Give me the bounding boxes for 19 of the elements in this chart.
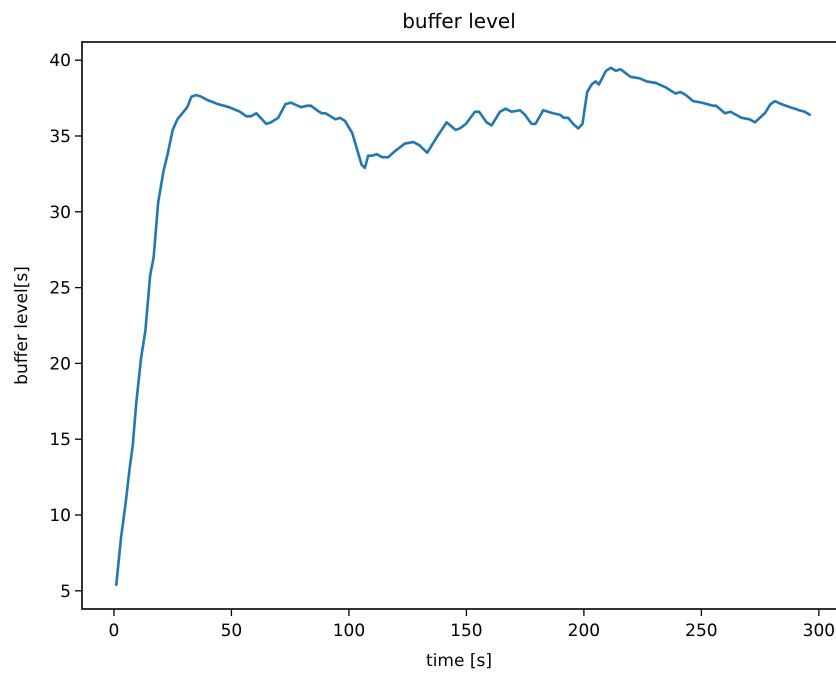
chart-title: buffer level <box>402 9 516 33</box>
y-tick-label: 40 <box>49 51 71 72</box>
y-tick-label: 20 <box>49 354 71 374</box>
y-tick-label: 30 <box>49 202 71 223</box>
x-tick-label: 250 <box>685 621 718 641</box>
x-tick-label: 50 <box>220 621 242 641</box>
x-tick-label: 100 <box>332 621 366 641</box>
y-tick-label: 10 <box>49 506 71 526</box>
y-tick-label: 5 <box>60 582 71 602</box>
x-axis-title: time [s] <box>426 651 492 671</box>
x-tick-label: 200 <box>568 621 600 641</box>
y-axis-title: buffer level[s] <box>12 266 32 385</box>
x-tick-label: 0 <box>108 621 120 641</box>
y-tick-label: 15 <box>49 430 71 450</box>
x-tick-label: 300 <box>802 621 836 641</box>
x-tick-label: 150 <box>450 621 483 641</box>
y-tick-label: 35 <box>49 126 71 147</box>
y-tick-label: 25 <box>49 278 71 299</box>
line-series <box>115 66 811 586</box>
